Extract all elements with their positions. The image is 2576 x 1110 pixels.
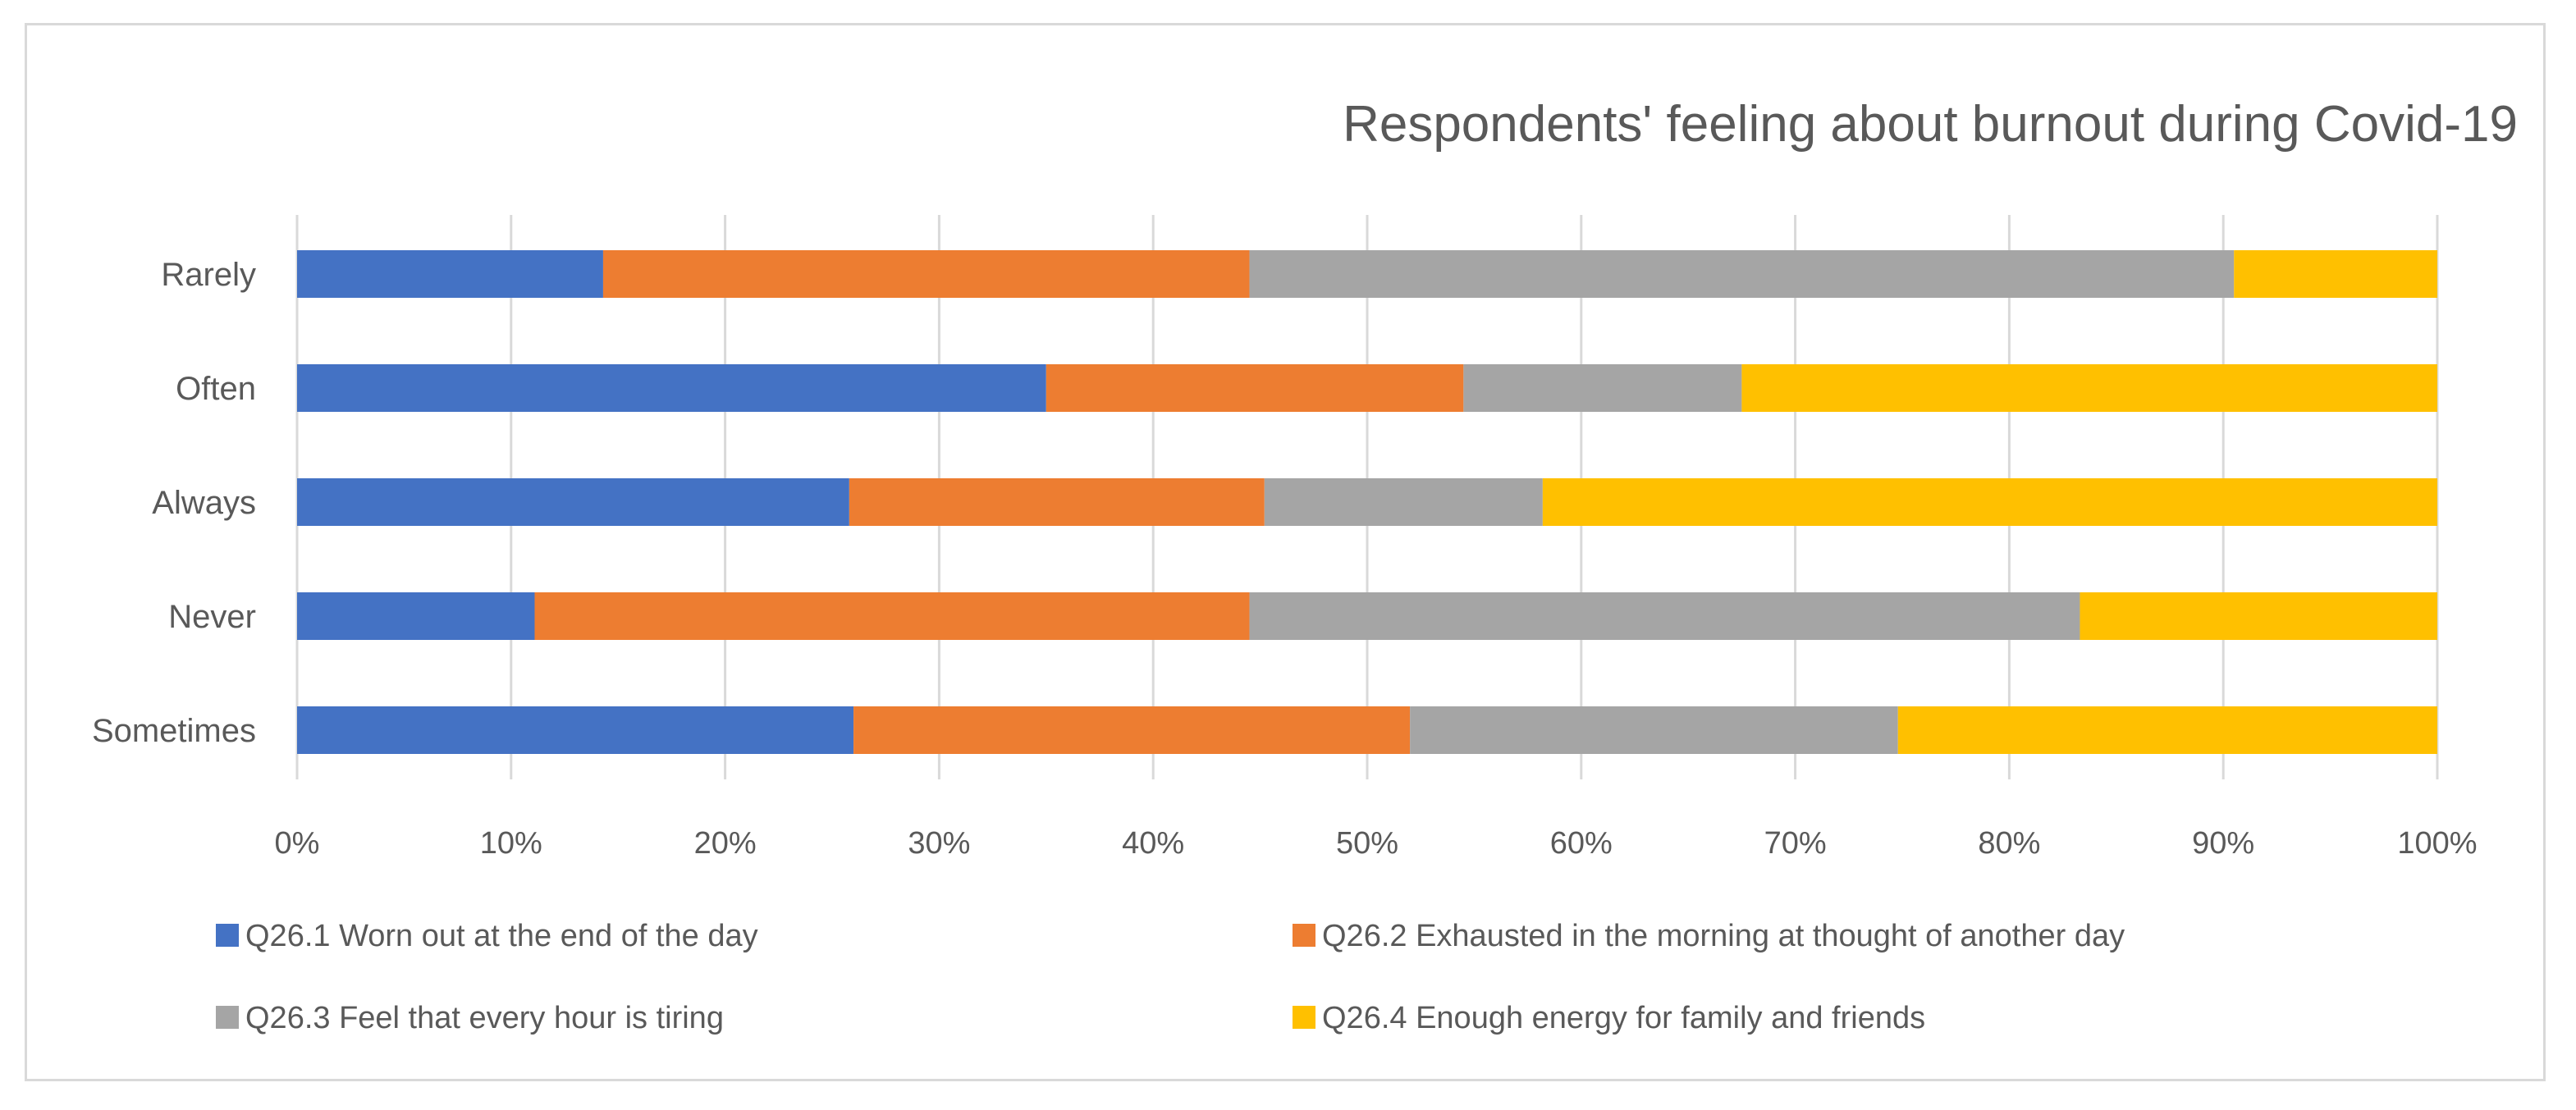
bar-segment — [1249, 250, 2235, 298]
x-tick-label: 70% — [1764, 826, 1827, 861]
bar-segment — [297, 250, 603, 298]
category-label: Sometimes — [92, 713, 256, 749]
x-axis-ticks: 0% 10% 20% 30% 40% 50% 60% 70% 80% 90% 100% — [275, 826, 2478, 861]
x-tick-label: 40% — [1122, 826, 1184, 861]
chart-title: Respondents' feeling about burnout durin… — [1343, 96, 2518, 153]
bar-segment — [297, 478, 849, 526]
legend-swatch — [1293, 924, 1315, 947]
x-tick-label: 10% — [480, 826, 542, 861]
x-tick-label: 80% — [1978, 826, 2040, 861]
chart-frame — [25, 23, 2546, 1081]
x-tick-label: 100% — [2397, 826, 2477, 861]
bar-segment — [1897, 706, 2437, 754]
category-label: Often — [176, 371, 256, 407]
bar-segment — [2234, 250, 2437, 298]
bar-segment — [297, 706, 854, 754]
legend-label: Q26.4 Enough energy for family and frien… — [1322, 1001, 1925, 1035]
category-labels: Rarely Often Always Never Sometimes — [92, 257, 256, 749]
x-tick-label: 60% — [1550, 826, 1613, 861]
bar-segment — [297, 592, 535, 640]
x-tick-label: 50% — [1336, 826, 1398, 861]
bar-segment — [297, 364, 1046, 412]
bar-segment — [1264, 478, 1543, 526]
category-label: Never — [168, 599, 256, 635]
x-tick-label: 90% — [2192, 826, 2254, 861]
legend-label: Q26.3 Feel that every hour is tiring — [245, 1001, 724, 1035]
x-tick-label: 20% — [694, 826, 757, 861]
legend-label: Q26.1 Worn out at the end of the day — [245, 919, 758, 953]
bar-segment — [1249, 592, 2080, 640]
legend-swatch — [216, 1006, 239, 1029]
bar-segment — [534, 592, 1250, 640]
bar-segment — [2080, 592, 2437, 640]
legend-swatch — [1293, 1006, 1315, 1029]
legend-swatch — [216, 924, 239, 947]
bar-segment — [1045, 364, 1464, 412]
bar-segment — [1410, 706, 1898, 754]
legend: Q26.1 Worn out at the end of the day Q26.… — [216, 919, 2125, 1035]
bar-segment — [1542, 478, 2437, 526]
x-tick-label: 30% — [908, 826, 970, 861]
bar-segment — [1463, 364, 1742, 412]
category-label: Always — [152, 485, 256, 521]
x-tick-label: 0% — [275, 826, 320, 861]
bar-segment — [602, 250, 1250, 298]
category-label: Rarely — [161, 257, 256, 293]
bar-segment — [853, 706, 1411, 754]
bar-segment — [1741, 364, 2437, 412]
legend-label: Q26.2 Exhausted in the morning at though… — [1322, 919, 2125, 953]
bars — [297, 250, 2437, 754]
bar-segment — [849, 478, 1265, 526]
